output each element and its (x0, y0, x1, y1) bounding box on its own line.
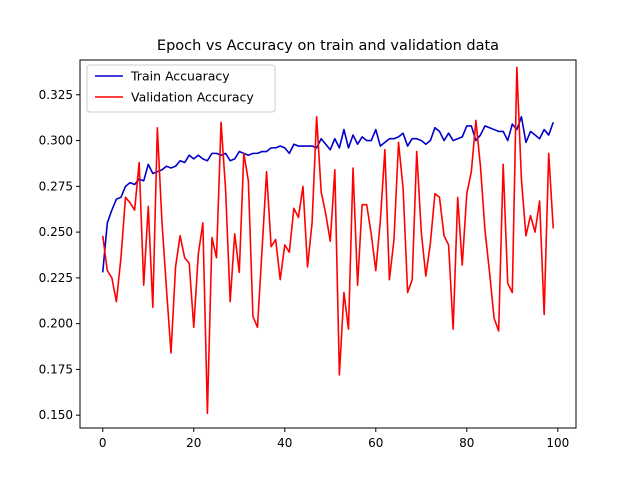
x-tick-label: 100 (546, 436, 569, 450)
legend: Train Accuaracy Validation Accuracy (86, 64, 276, 113)
legend-box (86, 64, 276, 113)
x-tick-label: 0 (99, 436, 107, 450)
chart-title: Epoch vs Accuracy on train and validatio… (157, 38, 499, 54)
y-tick-label: 0.250 (39, 225, 73, 239)
x-tick-label: 40 (277, 436, 292, 450)
series-line-validation (101, 66, 555, 415)
x-tick-label: 80 (459, 436, 474, 450)
y-tick-label: 0.225 (39, 271, 73, 285)
y-tick-label: 0.300 (39, 134, 73, 148)
y-tick-label: 0.175 (39, 362, 73, 376)
y-tick-label: 0.150 (39, 408, 73, 422)
legend-label: Train Accuaracy (130, 69, 230, 84)
y-tick-label: 0.325 (39, 88, 73, 102)
plot-frame (79, 59, 577, 429)
series-line-train (101, 115, 555, 273)
y-tick-label: 0.275 (39, 179, 73, 193)
legend-label: Validation Accuracy (131, 90, 254, 105)
x-tick-label: 60 (368, 436, 383, 450)
x-tick-label: 20 (186, 436, 201, 450)
lines-layer (101, 66, 555, 415)
axes-layer: 0 20 40 60 80 100 0.150 0.175 0.200 0.225 0.250 0.2… (39, 59, 577, 450)
y-tick-label: 0.200 (39, 317, 73, 331)
